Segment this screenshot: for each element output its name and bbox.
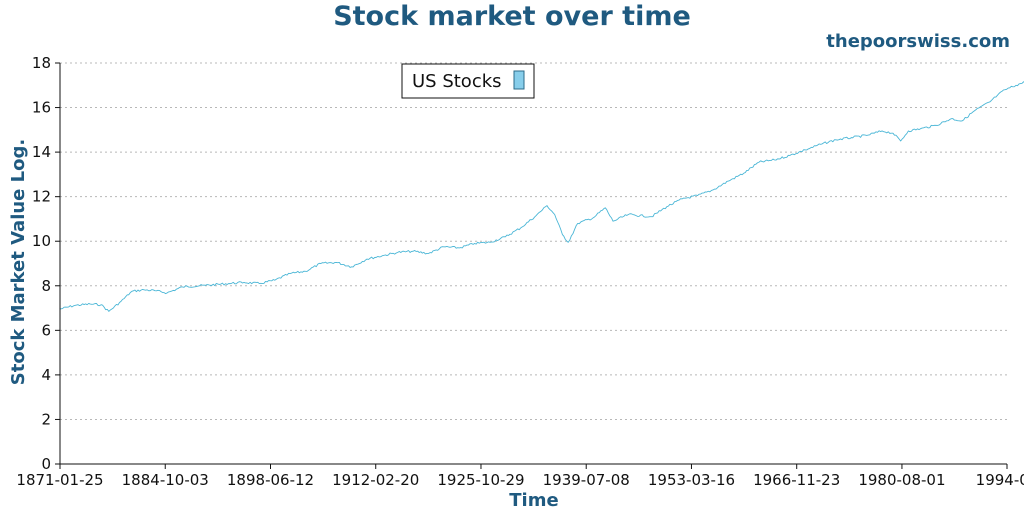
y-tick-label: 8 xyxy=(41,277,51,295)
y-tick-label: 12 xyxy=(32,188,51,206)
x-axis-title: Time xyxy=(509,490,558,511)
x-tick-label: 1980-08-01 xyxy=(858,471,945,489)
x-tick-label: 1871-01-25 xyxy=(16,471,103,489)
x-tick-label: 1912-02-20 xyxy=(332,471,419,489)
legend-swatch xyxy=(513,70,525,90)
x-tick-label: 1939-07-08 xyxy=(543,471,630,489)
x-tick-label: 1898-06-12 xyxy=(227,471,314,489)
y-tick-label: 16 xyxy=(32,99,51,117)
x-tick-label: 1994-04 xyxy=(976,471,1024,489)
y-axis: 0 2 4 6 8 10 12 14 16 18 xyxy=(32,54,60,473)
x-tick-label: 1953-03-16 xyxy=(648,471,735,489)
x-tick-label: 1884-10-03 xyxy=(122,471,209,489)
x-tick-label: 1925-10-29 xyxy=(437,471,524,489)
plot-area xyxy=(59,81,1024,312)
grid-layer xyxy=(60,62,1007,420)
y-tick-label: 0 xyxy=(41,455,51,473)
x-tick-label: 1966-11-23 xyxy=(753,471,840,489)
x-axis: 1871-01-25 1884-10-03 1898-06-12 1912-02-20… xyxy=(16,464,1024,489)
series-line-us-stocks xyxy=(59,81,1024,312)
brand-label: thepoorswiss.com xyxy=(826,31,1010,52)
legend-box xyxy=(401,63,535,99)
y-tick-label: 4 xyxy=(41,366,51,384)
y-tick-label: 10 xyxy=(32,232,51,250)
legend-label: US Stocks xyxy=(412,71,502,92)
y-tick-label: 14 xyxy=(32,143,51,161)
chart-title: Stock market over time xyxy=(333,1,691,32)
legend: US Stocks xyxy=(401,63,535,99)
y-axis-title: Stock Market Value Log. xyxy=(8,139,29,385)
y-tick-label: 2 xyxy=(41,410,51,428)
y-tick-label: 6 xyxy=(41,321,51,339)
y-tick-label: 18 xyxy=(32,54,51,72)
